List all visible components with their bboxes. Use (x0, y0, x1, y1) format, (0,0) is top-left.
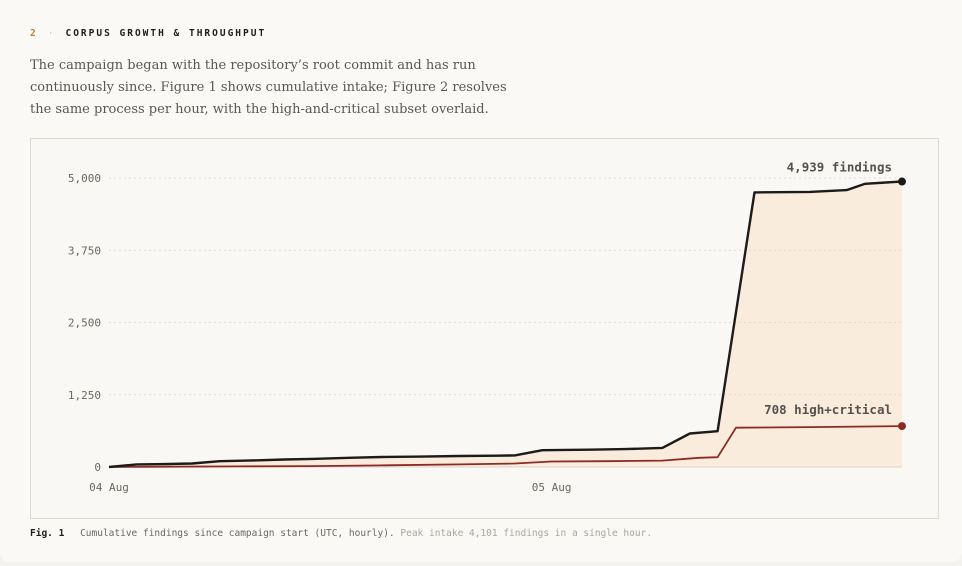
x-tick-label: 04 Aug (89, 481, 129, 494)
total-end-label: 4,939 findings (787, 160, 892, 175)
x-tick-label: 05 Aug (532, 481, 572, 494)
cumulative-findings-chart: 0 1,250 2,500 3,750 5,000 04 Aug 05 Aug 4,939 f… (68, 160, 906, 494)
figure-caption: Fig. 1 Cumulative findings since campaig… (30, 528, 652, 539)
total-end-point (898, 177, 906, 186)
y-tick-label: 3,750 (68, 244, 101, 257)
chart-frame: 0 1,250 2,500 3,750 5,000 04 Aug 05 Aug 4,939 f… (30, 138, 939, 519)
caption-extra: Peak intake 4,101 findings in a single h… (400, 528, 653, 539)
y-tick-label: 0 (94, 461, 101, 474)
section-separator: · (47, 28, 56, 39)
figure-label: Fig. 1 (30, 528, 65, 539)
y-tick-label: 2,500 (68, 317, 101, 330)
high-critical-end-label: 708 high+critical (764, 402, 892, 417)
intro-paragraph: The campaign began with the repository’s… (30, 58, 507, 117)
section-heading: 2 · CORPUS GROWTH & THROUGHPUT (30, 28, 266, 39)
section-number: 2 (30, 28, 38, 39)
total-area-fill (109, 181, 902, 467)
caption-text: Cumulative findings since campaign start… (80, 528, 395, 539)
high-critical-line (108, 425, 903, 468)
total-findings-line (108, 180, 903, 469)
y-tick-label: 5,000 (68, 172, 101, 185)
y-tick-label: 1,250 (68, 389, 101, 402)
high-critical-end-point (898, 422, 906, 431)
section-title: CORPUS GROWTH & THROUGHPUT (65, 28, 267, 39)
